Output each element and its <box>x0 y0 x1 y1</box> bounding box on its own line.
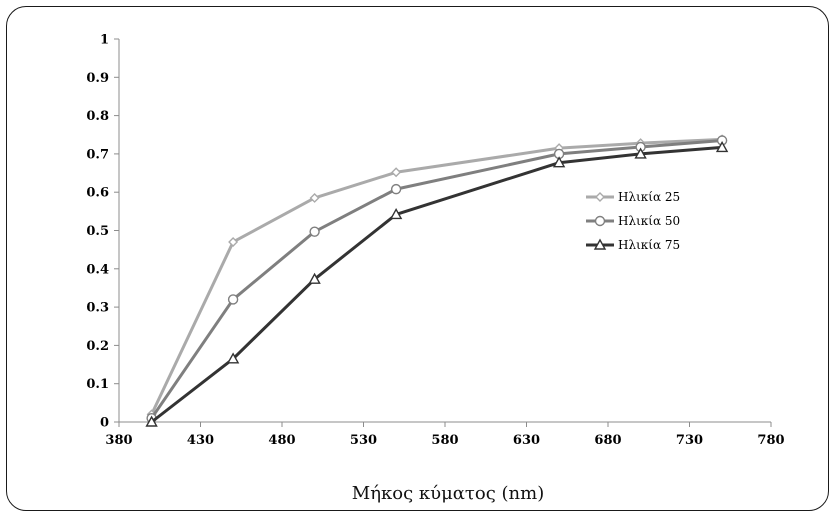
data-point <box>391 167 402 178</box>
legend-label: Ηλικία 25 <box>618 190 680 204</box>
y-tick-label: 0.8 <box>86 109 109 124</box>
series-line <box>150 138 723 420</box>
data-point <box>145 415 158 427</box>
data-point <box>715 140 729 153</box>
x-tick-label: 780 <box>757 433 784 448</box>
data-point <box>634 147 647 159</box>
series-1 <box>146 134 728 420</box>
legend-label: Ηλικία 50 <box>618 214 680 228</box>
y-tick-label: 0.4 <box>86 262 109 277</box>
legend-marker <box>594 215 606 227</box>
y-tick-label: 1 <box>100 33 109 48</box>
x-tick-label: 630 <box>513 433 540 448</box>
x-axis-ticks: 380 430 480 530 580 630 680 730 780 <box>105 422 785 448</box>
y-tick-label: 0.9 <box>86 71 109 86</box>
y-axis-ticks: 0 0.1 0.2 0.3 0.4 0.5 0.6 0.7 0.8 0.9 1 <box>86 33 119 431</box>
y-tick-label: 0 <box>100 416 109 431</box>
y-tick-label: 0.5 <box>86 224 109 239</box>
data-point <box>226 352 240 364</box>
y-tick-label: 0.7 <box>86 147 109 162</box>
y-tick-label: 0.3 <box>86 301 109 316</box>
data-point <box>389 207 403 220</box>
data-point <box>228 237 239 247</box>
x-tick-label: 380 <box>105 433 132 448</box>
legend-item: Ηλικία 75 <box>586 238 680 252</box>
series-group <box>145 134 729 427</box>
data-point <box>309 226 320 237</box>
x-tick-label: 530 <box>350 433 377 448</box>
series-2 <box>146 135 728 424</box>
x-tick-label: 680 <box>594 433 621 448</box>
y-tick-label: 0.6 <box>86 186 109 201</box>
legend: Ηλικία 25 Ηλικία 50 Ηλικία 75 <box>586 190 680 252</box>
series-3 <box>145 140 729 427</box>
x-tick-label: 480 <box>268 433 295 448</box>
legend-marker <box>595 192 605 202</box>
data-point <box>552 156 566 168</box>
legend-item: Ηλικία 25 <box>586 190 680 204</box>
data-point <box>308 272 321 284</box>
x-tick-label: 730 <box>676 433 703 448</box>
data-point <box>309 192 320 203</box>
data-point <box>390 183 402 195</box>
chart-frame <box>6 6 829 511</box>
x-axis-label: Μήκος κύματος (nm) <box>352 483 544 504</box>
x-tick-label: 580 <box>431 433 458 448</box>
data-point <box>227 294 239 305</box>
legend-marker <box>593 238 607 250</box>
x-tick-label: 430 <box>187 433 214 448</box>
legend-item: Ηλικία 50 <box>586 214 680 228</box>
series-line <box>150 145 723 424</box>
y-tick-label: 0.1 <box>86 377 109 392</box>
legend-label: Ηλικία 75 <box>618 238 680 252</box>
y-tick-label: 0.2 <box>86 339 109 354</box>
